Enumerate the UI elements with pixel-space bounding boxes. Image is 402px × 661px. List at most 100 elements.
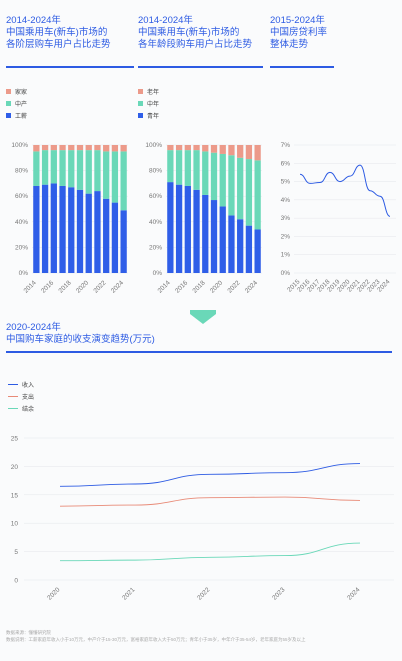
bar-segment — [254, 229, 261, 273]
bar-segment — [68, 150, 75, 188]
bar-segment — [103, 151, 110, 199]
x-tick-label: 2022 — [92, 279, 107, 294]
bar-segment — [120, 151, 127, 211]
y-tick-label: 5% — [281, 179, 291, 186]
income-expense-line-chart: 0 5 10 15 20 25 2020 2021 2022 2023 2024 — [11, 436, 394, 602]
legend-line — [8, 395, 18, 397]
legend-label: 中年 — [147, 101, 160, 108]
income-legend: 收入 支出 结余 — [8, 378, 34, 414]
bar-segment — [167, 145, 174, 151]
legend-label: 中产 — [15, 101, 28, 108]
bar-segment — [245, 225, 253, 273]
y-tick-label: 60% — [15, 193, 28, 200]
y-tick-label: 15 — [11, 492, 19, 499]
bar-segment — [228, 145, 235, 156]
y-tick-label: 6% — [281, 160, 291, 167]
x-tick-label: 2018 — [58, 279, 73, 294]
bar-segment — [254, 160, 261, 230]
bar-segment — [76, 189, 84, 273]
bar-segment — [193, 150, 200, 190]
x-tick-label: 2022 — [226, 279, 241, 294]
y-tick-label: 10 — [11, 521, 19, 528]
bar-segment — [68, 145, 75, 151]
x-tick-label: 2024 — [244, 279, 259, 294]
rate-panel-rule — [270, 66, 334, 68]
legend-item-tier1: 工薪 — [6, 109, 27, 121]
bar-segment — [59, 150, 66, 186]
legend-item-income: 收入 — [8, 378, 34, 390]
y-tick-label: 5 — [14, 549, 18, 556]
bar-segment — [59, 185, 66, 273]
bar-segment — [237, 219, 244, 273]
mortgage-rate-line-chart: 0%1%2%3%4%5%6%7%201520162017201820192020… — [281, 142, 396, 294]
bar-segment — [245, 159, 253, 226]
bar-segment — [50, 145, 57, 151]
x-tick-label: 2014 — [23, 279, 38, 294]
bar-segment — [103, 145, 110, 152]
x-tick-label: 2021 — [121, 586, 136, 601]
y-tick-label: 40% — [15, 219, 28, 226]
legend-swatch — [6, 112, 11, 118]
x-tick-label: 2020 — [75, 279, 90, 294]
bar-segment — [210, 200, 218, 273]
legend-item-tier3: 家家 — [6, 85, 27, 97]
bar-segment — [120, 145, 127, 152]
city-panel-rule — [6, 66, 134, 68]
legend-label: 老年 — [147, 89, 160, 96]
bar-segment — [228, 215, 235, 273]
y-tick-label: 100% — [11, 142, 28, 149]
bar-segment — [219, 145, 226, 154]
bar-segment — [202, 194, 209, 273]
legend-swatch — [138, 100, 143, 106]
y-tick-label: 7% — [281, 142, 291, 149]
x-tick-label: 2022 — [196, 586, 211, 601]
legend-label: 收入 — [22, 382, 35, 389]
series-line — [59, 542, 361, 562]
bar-segment — [94, 191, 101, 273]
bar-segment — [94, 150, 101, 192]
legend-line — [8, 407, 18, 409]
bar-segment — [41, 150, 49, 185]
bar-segment — [76, 145, 84, 151]
income-panel-title: 2020-2024年 中国购车家庭的收支演变趋势(万元) — [6, 322, 155, 345]
bar-segment — [85, 150, 92, 194]
series-line — [59, 496, 361, 507]
bar-segment — [175, 145, 183, 151]
x-tick-label: 2024 — [110, 279, 125, 294]
bar-segment — [237, 145, 244, 158]
y-tick-label: 100% — [145, 142, 162, 149]
y-tick-label: 0% — [153, 270, 163, 277]
x-tick-label: 2016 — [174, 279, 189, 294]
y-tick-label: 20% — [149, 244, 162, 251]
bar-segment — [184, 185, 191, 273]
bar-segment — [111, 145, 119, 152]
y-tick-label: 3% — [281, 215, 291, 222]
age-panel-title: 2014-2024年 中国乘用车(新车)市场的 各年龄段购车用户占比走势 — [138, 15, 253, 50]
source-note: 数据来源：懂懂研究院 — [6, 630, 51, 635]
chevron-down-icon — [190, 310, 216, 324]
bar-segment — [41, 184, 49, 273]
x-tick-label: 2016 — [40, 279, 55, 294]
bar-segment — [167, 182, 174, 273]
legend-label: 青年 — [147, 113, 160, 120]
bar-segment — [120, 210, 127, 273]
bar-segment — [175, 150, 183, 185]
bar-segment — [103, 198, 110, 273]
bar-segment — [41, 145, 49, 151]
bar-segment — [175, 184, 183, 273]
rate-panel-title: 2015-2024年 中国房贷利率 整体走势 — [270, 15, 328, 50]
bar-segment — [33, 185, 40, 273]
bar-segment — [254, 145, 261, 161]
y-tick-label: 0% — [281, 270, 291, 277]
age-legend: 老年 中年 青年 — [138, 85, 159, 121]
legend-label: 结余 — [22, 406, 35, 413]
legend-item-saving: 结余 — [8, 402, 34, 414]
bar-segment — [111, 151, 119, 203]
age-panel-rule — [138, 66, 263, 68]
y-tick-label: 20% — [15, 244, 28, 251]
age-stacked-bar-chart: 0% 20% 40% 60% 80% 100% 2014 2016 2018 2020 2022 20… — [145, 142, 262, 295]
chevron-shape — [190, 310, 216, 324]
bar-segment — [219, 206, 226, 273]
y-tick-label: 20 — [11, 464, 19, 471]
bar-segment — [193, 189, 200, 273]
